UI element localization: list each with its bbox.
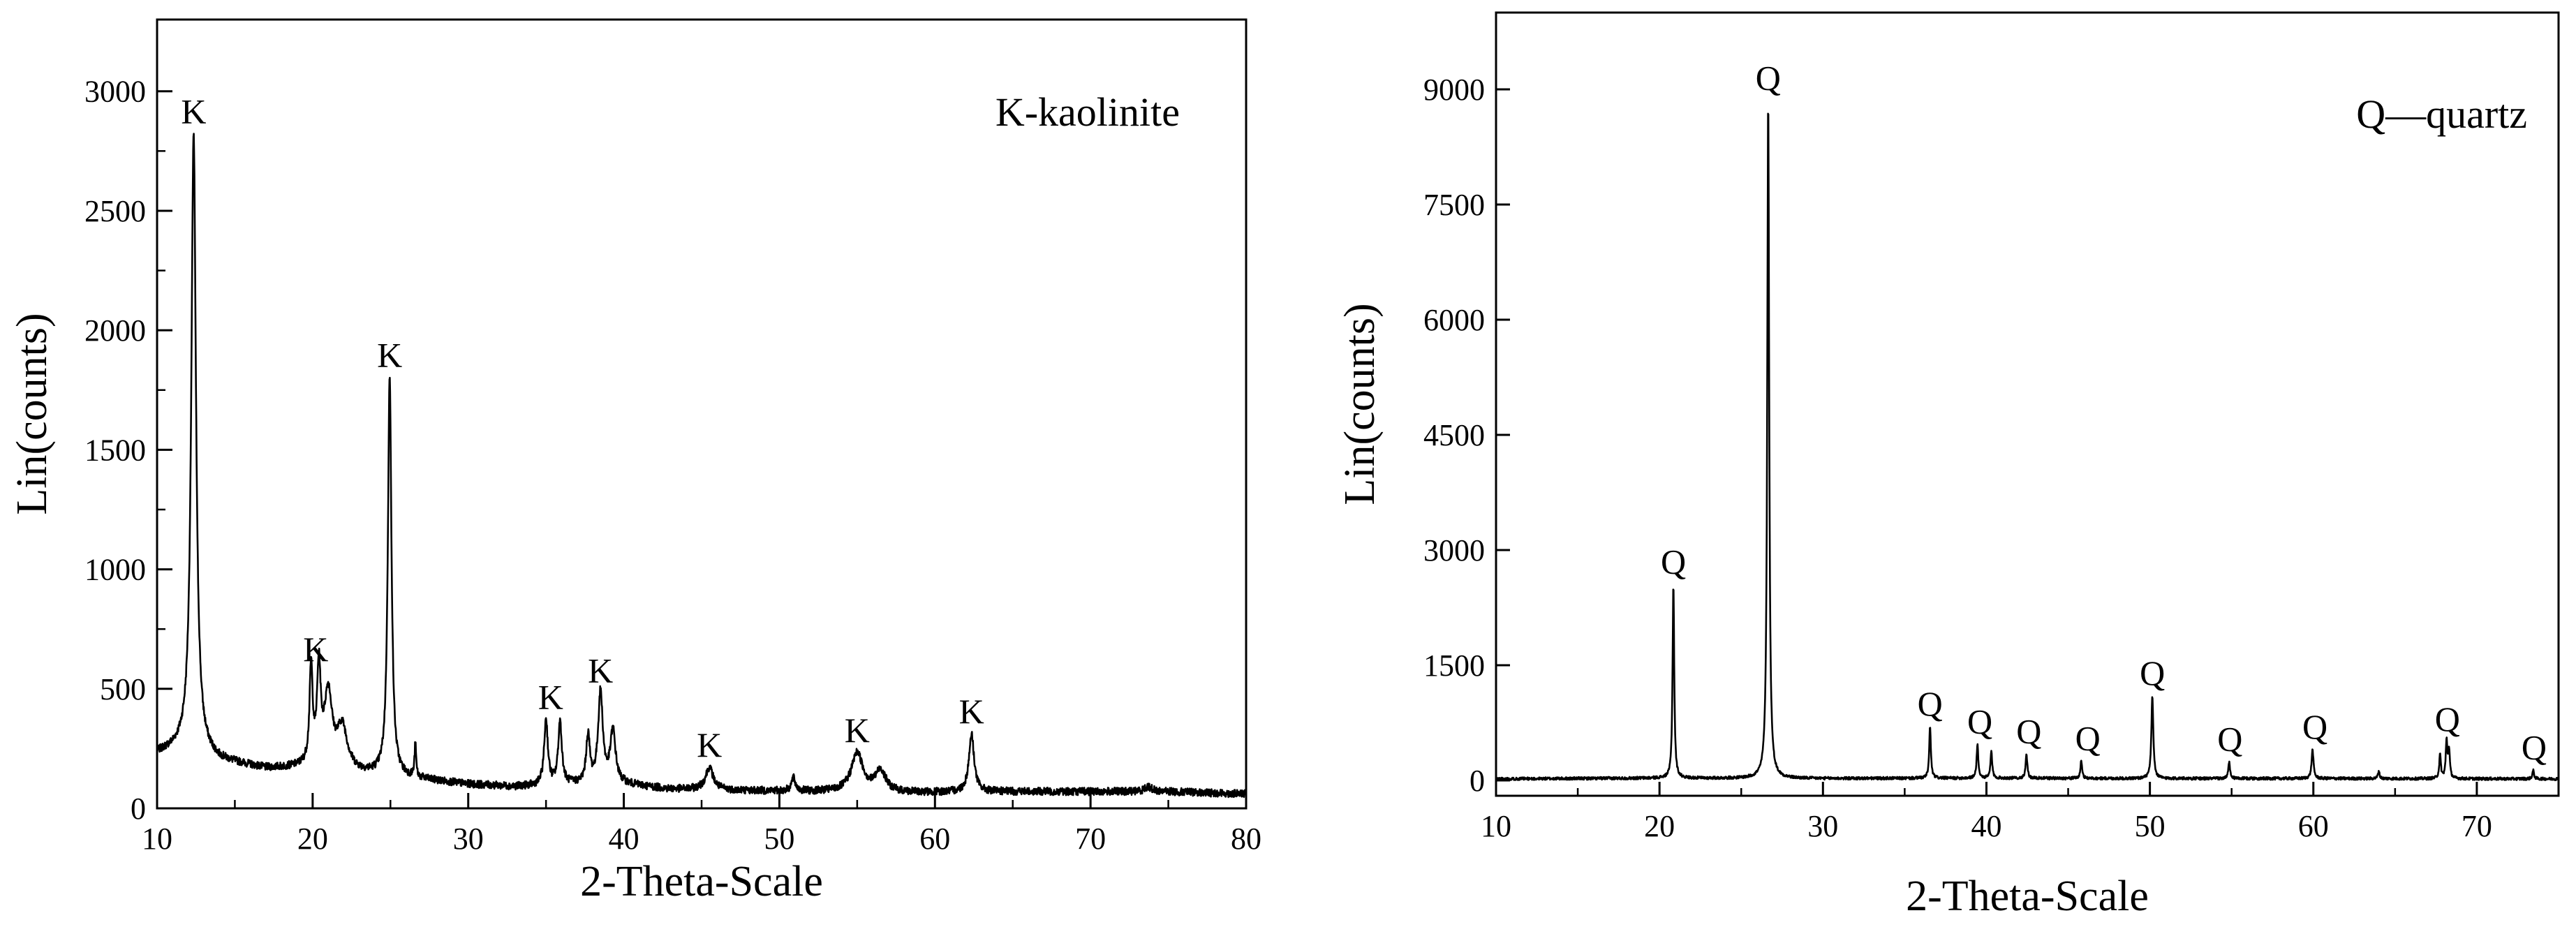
x-tick-label: 10: [1481, 809, 1511, 843]
x-tick-label: 40: [1971, 809, 2001, 843]
peak-label: K: [959, 692, 984, 731]
x-tick-label: 30: [1807, 809, 1838, 843]
peak-label: Q: [2302, 707, 2327, 746]
peak-label: Q: [2140, 653, 2165, 692]
peak-label: Q: [1918, 684, 1943, 723]
y-tick-label: 4500: [1423, 418, 1485, 452]
y-tick-label: 2000: [84, 313, 146, 348]
y-tick-label: 1000: [84, 553, 146, 587]
x-tick-label: 60: [919, 822, 950, 856]
peak-label: Q: [2217, 720, 2242, 759]
peak-label: Q: [1661, 542, 1686, 581]
y-tick-label: 3000: [84, 75, 146, 109]
x-tick-label: 20: [1644, 809, 1675, 843]
x-tick-label: 50: [2135, 809, 2166, 843]
xrd-pattern-line: [1495, 112, 2559, 781]
x-tick-label: 60: [2298, 809, 2329, 843]
y-tick-label: 1500: [1423, 648, 1485, 683]
y-axis-title: Lin(counts): [1336, 303, 1384, 505]
x-axis-title: 2-Theta-Scale: [1906, 873, 2149, 920]
peak-label: K: [588, 651, 613, 690]
peak-label: K: [181, 91, 206, 131]
x-tick-label: 40: [609, 822, 639, 856]
mineral-key-label: Q—quartz: [2356, 91, 2527, 137]
peak-label: K: [845, 711, 870, 750]
peak-label: Q: [2435, 699, 2460, 739]
x-tick-label: 80: [1231, 822, 1261, 856]
mineral-key-label: K-kaolinite: [995, 89, 1180, 135]
y-axis-title: Lin(counts): [8, 313, 56, 514]
x-tick-label: 50: [764, 822, 794, 856]
x-axis-title: 2-Theta-Scale: [580, 858, 823, 905]
y-tick-label: 1500: [84, 433, 146, 467]
quartz-xrd-panel: 10 20 30 40 50 60 70 0 1500 3000 4500 6000 7500 9000 2…: [1336, 11, 2560, 920]
peak-label: K: [377, 336, 402, 375]
y-tick-label: 7500: [1423, 188, 1485, 222]
peak-label: Q: [2522, 728, 2547, 767]
y-tick-label: 9000: [1423, 73, 1485, 107]
peak-label: K: [303, 630, 328, 669]
peak-label: Q: [1756, 59, 1781, 98]
xrd-pattern-line: [156, 133, 1248, 799]
y-tick-label: 6000: [1423, 303, 1485, 337]
x-tick-label: 70: [2462, 809, 2492, 843]
x-tick-label: 30: [453, 822, 484, 856]
peak-label: Q: [2016, 712, 2041, 751]
peak-label: K: [697, 725, 722, 764]
y-tick-label: 3000: [1423, 533, 1485, 568]
y-tick-label: 500: [100, 672, 146, 706]
x-tick-label: 10: [142, 822, 172, 856]
plot-frame: [1495, 11, 2560, 797]
peak-label: Q: [1967, 702, 1992, 741]
kaolinite-xrd-panel: 10 20 30 40 50 60 70 80 0 500 1000 1500 2000 2500 3000…: [8, 18, 1261, 905]
x-tick-label: 70: [1075, 822, 1106, 856]
y-tick-label: 0: [131, 792, 146, 826]
peak-label: Q: [2075, 719, 2101, 758]
y-tick-label: 2500: [84, 194, 146, 228]
y-tick-label: 0: [1470, 764, 1485, 798]
peak-label: K: [538, 677, 563, 716]
x-tick-label: 20: [297, 822, 328, 856]
